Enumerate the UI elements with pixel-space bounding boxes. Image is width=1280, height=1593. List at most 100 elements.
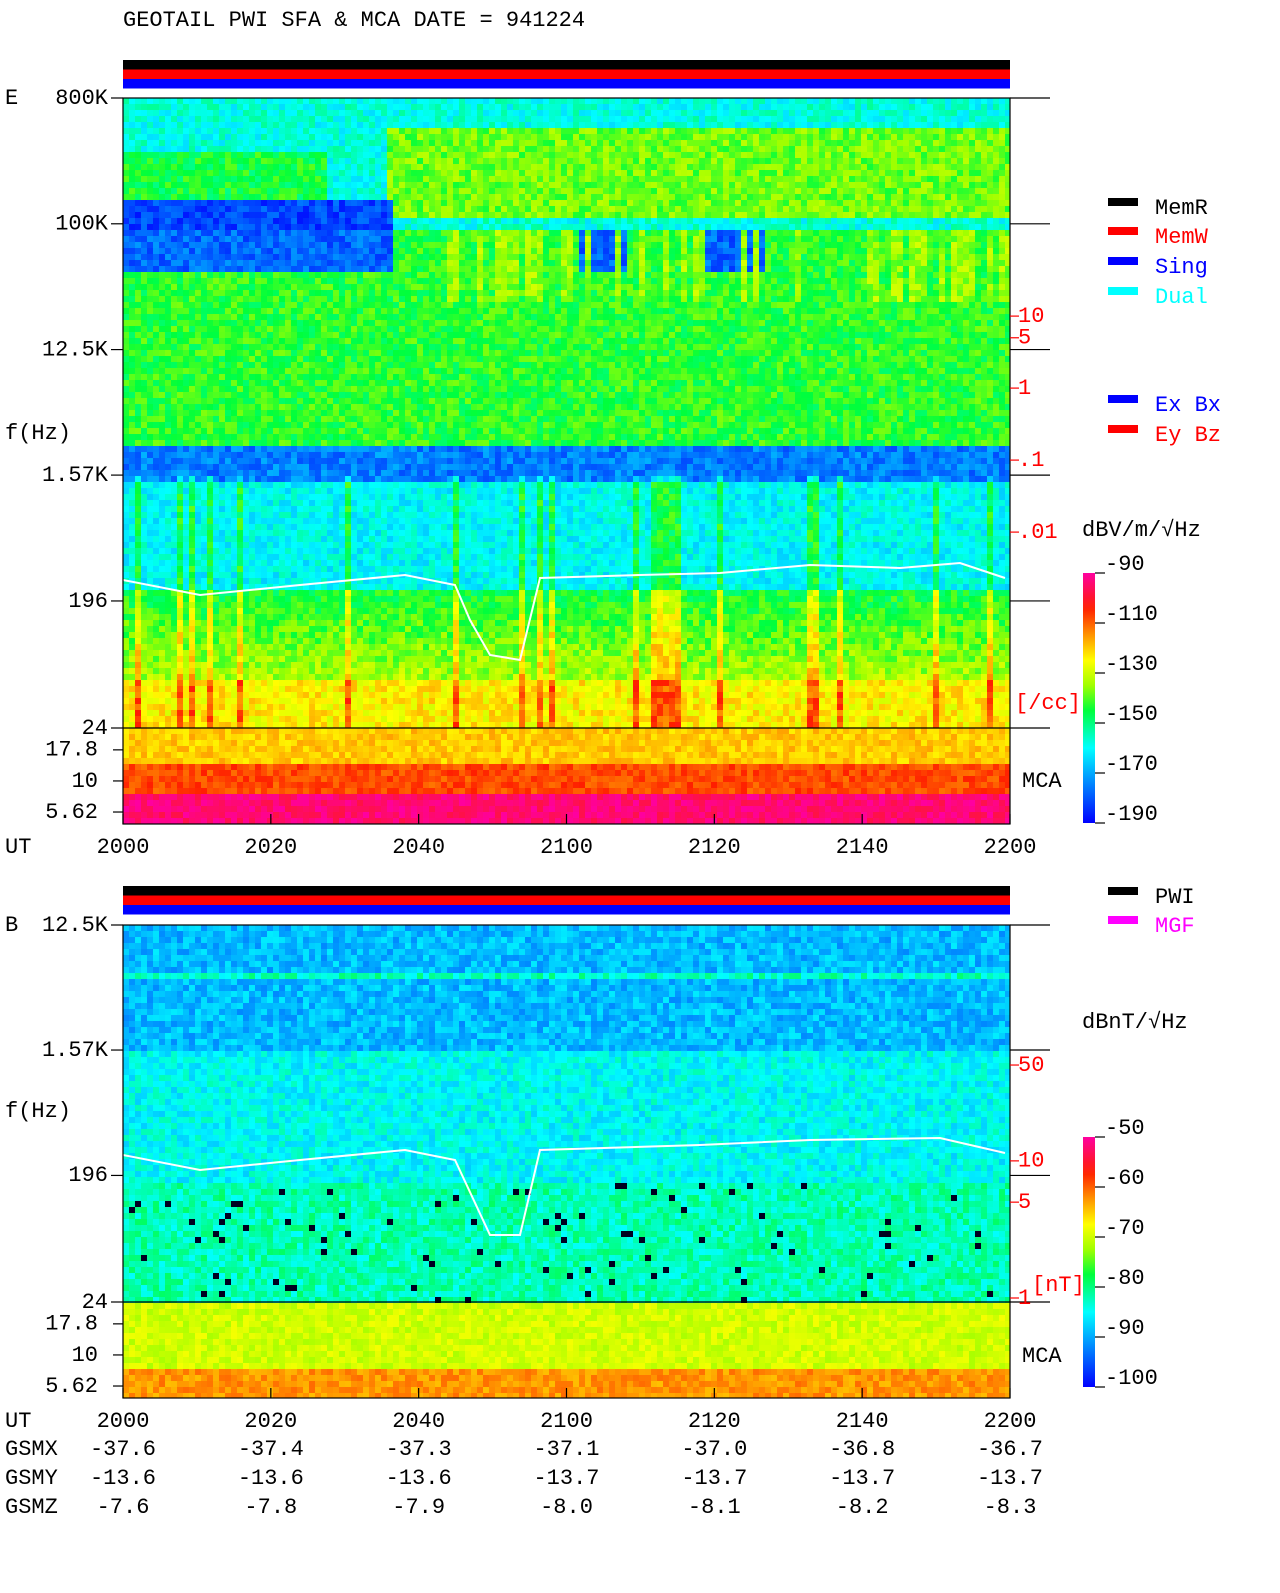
- spectrogram-cell: [549, 122, 555, 128]
- spectrogram-cell: [495, 104, 501, 110]
- spectrogram-cell: [897, 278, 903, 284]
- spectrogram-cell: [801, 248, 807, 254]
- spectrogram-cell: [885, 134, 891, 140]
- spectrogram-cell: [195, 164, 201, 170]
- spectrogram-cell: [531, 146, 537, 152]
- spectrogram-cell: [129, 116, 135, 122]
- spectrogram-cell: [201, 218, 207, 224]
- spectrogram-cell: [201, 296, 207, 302]
- spectrogram-cell: [465, 182, 471, 188]
- spectrogram-cell: [891, 242, 897, 248]
- spectrogram-cell: [147, 230, 153, 236]
- spectrogram-cell: [633, 182, 639, 188]
- spectrogram-cell: [669, 224, 675, 230]
- spectrogram-cell: [291, 296, 297, 302]
- spectrogram-cell: [369, 104, 375, 110]
- spectrogram-cell: [843, 194, 849, 200]
- spectrogram-cell: [585, 176, 591, 182]
- spectrogram-cell: [447, 128, 453, 134]
- spectrogram-cell: [789, 236, 795, 242]
- spectrogram-cell: [771, 110, 777, 116]
- spectrogram-cell: [711, 206, 717, 212]
- spectrogram-cell: [447, 134, 453, 140]
- spectrogram-cell: [477, 104, 483, 110]
- spectrogram-cell: [969, 140, 975, 146]
- spectrogram-cell: [261, 290, 267, 296]
- spectrogram-cell: [219, 212, 225, 218]
- spectrogram-cell: [321, 296, 327, 302]
- spectrogram-cell: [369, 248, 375, 254]
- spectrogram-cell: [321, 194, 327, 200]
- spectrogram-cell: [831, 164, 837, 170]
- spectrogram-cell: [459, 248, 465, 254]
- spectrogram-cell: [909, 266, 915, 272]
- spectrogram-cell: [609, 254, 615, 260]
- spectrogram-cell: [237, 206, 243, 212]
- spectrogram-cell: [909, 254, 915, 260]
- spectrogram-cell: [843, 140, 849, 146]
- spectrogram-cell: [285, 236, 291, 242]
- spectrogram-cell: [903, 248, 909, 254]
- spectrogram-cell: [387, 218, 393, 224]
- spectrogram-cell: [135, 266, 141, 272]
- spectrogram-cell: [615, 122, 621, 128]
- spectrogram-cell: [159, 272, 165, 278]
- spectrogram-cell: [639, 116, 645, 122]
- spectrogram-cell: [381, 272, 387, 278]
- spectrogram-cell: [897, 110, 903, 116]
- spectrogram-cell: [291, 242, 297, 248]
- spectrogram-cell: [141, 272, 147, 278]
- spectrogram-cell: [951, 188, 957, 194]
- spectrogram-cell: [693, 170, 699, 176]
- spectrogram-cell: [789, 146, 795, 152]
- spectrogram-cell: [987, 230, 993, 236]
- spectrogram-cell: [951, 290, 957, 296]
- spectrogram-cell: [627, 182, 633, 188]
- spectrogram-cell: [351, 182, 357, 188]
- spectrogram-cell: [537, 116, 543, 122]
- spectrogram-cell: [237, 194, 243, 200]
- spectrogram-cell: [351, 224, 357, 230]
- spectrogram-cell: [435, 182, 441, 188]
- spectrogram-cell: [483, 260, 489, 266]
- spectrogram-cell: [543, 272, 549, 278]
- spectrogram-cell: [297, 98, 303, 104]
- spectrogram-cell: [213, 218, 219, 224]
- spectrogram-cell: [369, 224, 375, 230]
- spectrogram-cell: [1005, 218, 1010, 224]
- spectrogram-cell: [309, 176, 315, 182]
- spectrogram-cell: [465, 242, 471, 248]
- spectrogram-cell: [183, 206, 189, 212]
- spectrogram-cell: [291, 110, 297, 116]
- spectrogram-cell: [333, 176, 339, 182]
- spectrogram-cell: [687, 272, 693, 278]
- spectrogram-cell: [495, 176, 501, 182]
- spectrogram-cell: [219, 224, 225, 230]
- spectrogram-cell: [435, 236, 441, 242]
- spectrogram-cell: [771, 152, 777, 158]
- spectrogram-cell: [519, 146, 525, 152]
- spectrogram-cell: [891, 116, 897, 122]
- spectrogram-cell: [135, 260, 141, 266]
- spectrogram-cell: [561, 206, 567, 212]
- spectrogram-cell: [579, 260, 585, 266]
- spectrogram-cell: [471, 284, 477, 290]
- spectrogram-cell: [681, 218, 687, 224]
- spectrogram-cell: [765, 284, 771, 290]
- spectrogram-cell: [861, 152, 867, 158]
- spectrogram-cell: [993, 128, 999, 134]
- spectrogram-cell: [969, 266, 975, 272]
- spectrogram-cell: [255, 170, 261, 176]
- spectrogram-cell: [591, 140, 597, 146]
- spectrogram-cell: [555, 158, 561, 164]
- spectrogram-cell: [465, 278, 471, 284]
- spectrogram-cell: [753, 122, 759, 128]
- spectrogram-cell: [951, 164, 957, 170]
- spectrogram-cell: [513, 176, 519, 182]
- spectrogram-cell: [819, 158, 825, 164]
- spectrogram-cell: [753, 212, 759, 218]
- spectrogram-cell: [171, 116, 177, 122]
- spectrogram-cell: [627, 176, 633, 182]
- spectrogram-cell: [573, 236, 579, 242]
- spectrogram-cell: [927, 176, 933, 182]
